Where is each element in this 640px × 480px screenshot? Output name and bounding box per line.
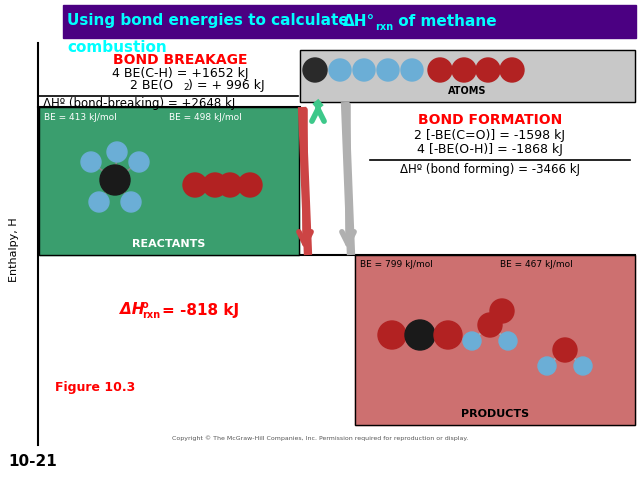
Circle shape bbox=[203, 173, 227, 197]
Text: BOND BREAKAGE: BOND BREAKAGE bbox=[113, 53, 247, 67]
Circle shape bbox=[500, 58, 524, 82]
Text: BE = 498 kJ/mol: BE = 498 kJ/mol bbox=[169, 113, 242, 122]
Text: Enthalpy, H: Enthalpy, H bbox=[9, 218, 19, 282]
Circle shape bbox=[499, 332, 517, 350]
Text: BOND FORMATION: BOND FORMATION bbox=[418, 113, 562, 127]
Text: 2 BE(O: 2 BE(O bbox=[130, 79, 173, 92]
Text: = -818 kJ: = -818 kJ bbox=[162, 302, 239, 317]
Circle shape bbox=[405, 320, 435, 350]
Bar bbox=[39, 107, 299, 255]
Circle shape bbox=[121, 192, 141, 212]
Circle shape bbox=[463, 332, 481, 350]
Circle shape bbox=[183, 173, 207, 197]
Circle shape bbox=[89, 192, 109, 212]
Circle shape bbox=[353, 59, 375, 81]
Text: rxn: rxn bbox=[375, 22, 393, 32]
Circle shape bbox=[434, 321, 462, 349]
Text: ΔH°: ΔH° bbox=[343, 13, 375, 28]
Circle shape bbox=[100, 165, 130, 195]
Text: 2 [-BE(C=O)] = -1598 kJ: 2 [-BE(C=O)] = -1598 kJ bbox=[415, 129, 566, 142]
Circle shape bbox=[428, 58, 452, 82]
Text: Figure 10.3: Figure 10.3 bbox=[55, 382, 135, 395]
Bar bbox=[355, 255, 635, 425]
Text: PRODUCTS: PRODUCTS bbox=[461, 409, 529, 419]
Circle shape bbox=[476, 58, 500, 82]
Circle shape bbox=[377, 59, 399, 81]
Circle shape bbox=[478, 313, 502, 337]
Circle shape bbox=[378, 321, 406, 349]
Circle shape bbox=[490, 299, 514, 323]
Circle shape bbox=[574, 357, 592, 375]
Text: BE = 467 kJ/mol: BE = 467 kJ/mol bbox=[500, 260, 573, 269]
Text: o: o bbox=[142, 300, 148, 310]
Text: of methane: of methane bbox=[393, 13, 497, 28]
Text: ATOMS: ATOMS bbox=[448, 86, 487, 96]
Circle shape bbox=[538, 357, 556, 375]
Circle shape bbox=[553, 338, 577, 362]
Bar bbox=[39, 107, 299, 255]
Circle shape bbox=[452, 58, 476, 82]
Circle shape bbox=[218, 173, 242, 197]
Circle shape bbox=[401, 59, 423, 81]
Text: 4 BE(C-H) = +1652 kJ: 4 BE(C-H) = +1652 kJ bbox=[112, 67, 248, 80]
Text: Using bond energies to calculate: Using bond energies to calculate bbox=[67, 13, 354, 28]
Circle shape bbox=[129, 152, 149, 172]
Text: 2: 2 bbox=[183, 84, 189, 93]
Circle shape bbox=[329, 59, 351, 81]
Circle shape bbox=[303, 58, 327, 82]
Text: ΔHº (bond-breaking) = +2648 kJ: ΔHº (bond-breaking) = +2648 kJ bbox=[43, 97, 236, 110]
Circle shape bbox=[238, 173, 262, 197]
Bar bbox=[63, 5, 636, 38]
Text: combustion: combustion bbox=[67, 39, 167, 55]
Text: BE = 413 kJ/mol: BE = 413 kJ/mol bbox=[44, 113, 116, 122]
Text: Copyright © The McGraw-Hill Companies, Inc. Permission required for reproduction: Copyright © The McGraw-Hill Companies, I… bbox=[172, 435, 468, 441]
Text: 10-21: 10-21 bbox=[8, 455, 57, 469]
Text: rxn: rxn bbox=[142, 310, 160, 320]
Bar bbox=[300, 50, 635, 102]
Text: ΔHº (bond forming) = -3466 kJ: ΔHº (bond forming) = -3466 kJ bbox=[400, 164, 580, 177]
Text: BE = 799 kJ/mol: BE = 799 kJ/mol bbox=[360, 260, 433, 269]
Circle shape bbox=[81, 152, 101, 172]
Bar bbox=[300, 50, 635, 102]
Bar bbox=[355, 255, 635, 425]
Text: 4 [-BE(O-H)] = -1868 kJ: 4 [-BE(O-H)] = -1868 kJ bbox=[417, 144, 563, 156]
Text: ΔH: ΔH bbox=[120, 302, 145, 317]
Text: REACTANTS: REACTANTS bbox=[132, 239, 205, 249]
Circle shape bbox=[107, 142, 127, 162]
Text: ) = + 996 kJ: ) = + 996 kJ bbox=[188, 79, 264, 92]
